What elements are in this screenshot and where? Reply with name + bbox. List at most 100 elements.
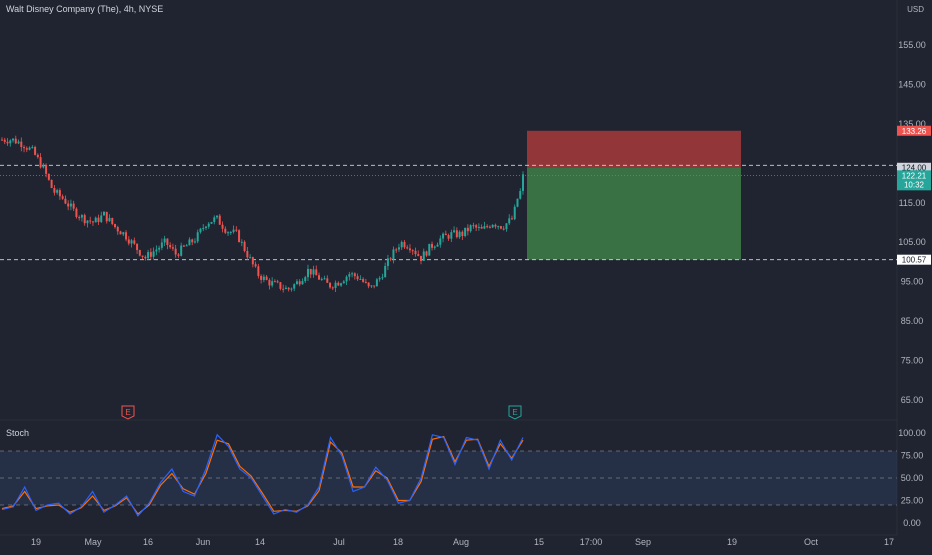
- candle-body: [229, 232, 232, 234]
- candle-body: [12, 138, 15, 141]
- candle-body: [199, 228, 202, 233]
- candle-body: [351, 273, 354, 275]
- candle-body: [329, 282, 332, 288]
- candle-body: [273, 281, 276, 283]
- price-tick-label: 115.00: [899, 198, 926, 208]
- candle-body: [204, 226, 207, 228]
- stop-loss-zone: [527, 130, 741, 168]
- stoch-tick-label: 75.00: [901, 451, 924, 461]
- stoch-tick-label: 25.00: [901, 496, 924, 506]
- time-tick-label: 19: [31, 537, 41, 547]
- candle-body: [301, 281, 304, 285]
- candle-body: [353, 273, 356, 277]
- candle-body: [499, 226, 502, 229]
- stoch-tick-label: 0.00: [903, 518, 921, 528]
- candle-body: [400, 241, 403, 248]
- candle-body: [345, 276, 348, 282]
- candle-body: [53, 187, 56, 193]
- candle-body: [185, 245, 188, 247]
- candle-body: [516, 198, 519, 207]
- candle-body: [469, 225, 472, 232]
- candle-body: [279, 282, 282, 289]
- candle-body: [232, 229, 235, 233]
- candle-body: [86, 220, 89, 224]
- candle-body: [193, 241, 196, 243]
- time-tick-label: 18: [393, 537, 403, 547]
- candle-body: [425, 251, 428, 256]
- candle-body: [155, 249, 158, 252]
- candle-body: [378, 278, 381, 280]
- time-tick-label: Sep: [635, 537, 651, 547]
- candle-body: [39, 157, 42, 168]
- candle-body: [331, 287, 334, 289]
- candle-body: [111, 217, 114, 225]
- candle-body: [442, 233, 445, 239]
- candle-body: [23, 147, 26, 149]
- candle-body: [395, 249, 398, 251]
- candle-body: [119, 231, 122, 235]
- candle-body: [9, 140, 12, 144]
- candle-body: [386, 258, 389, 266]
- candle-body: [519, 190, 522, 199]
- candle-body: [216, 215, 219, 218]
- candle-body: [497, 226, 500, 228]
- earnings-badge: [508, 405, 522, 420]
- stoch-tick-label: 50.00: [901, 473, 924, 483]
- time-tick-label: Jul: [333, 537, 345, 547]
- candle-body: [80, 215, 83, 218]
- candle-body: [342, 281, 345, 284]
- candle-body: [356, 276, 359, 280]
- candle-body: [309, 268, 312, 275]
- candle-body: [240, 241, 243, 243]
- candle-body: [147, 252, 150, 259]
- candle-body: [6, 141, 9, 144]
- candle-body: [202, 227, 205, 229]
- price-tick-label: 155.00: [898, 40, 926, 50]
- candle-body: [475, 225, 478, 228]
- candle-body: [138, 250, 141, 256]
- candle-body: [25, 148, 28, 150]
- candle-body: [513, 206, 516, 220]
- candle-body: [149, 252, 152, 257]
- price-tick-label: 65.00: [901, 395, 924, 405]
- candle-body: [403, 241, 406, 248]
- candle-body: [375, 279, 378, 287]
- candle-body: [293, 284, 296, 289]
- candle-body: [420, 255, 423, 261]
- candle-body: [304, 277, 307, 282]
- candle-body: [141, 255, 144, 257]
- candle-body: [406, 247, 409, 249]
- candle-body: [58, 190, 61, 197]
- time-tick-label: May: [84, 537, 102, 547]
- candle-body: [298, 281, 301, 285]
- candle-body: [290, 288, 293, 290]
- time-tick-label: Oct: [804, 537, 819, 547]
- candle-body: [20, 141, 23, 148]
- candle-body: [78, 217, 81, 219]
- candle-body: [188, 239, 191, 246]
- candle-body: [191, 239, 194, 243]
- candle-body: [364, 281, 367, 283]
- candle-body: [108, 217, 111, 222]
- stoch-k-line: [1, 433, 524, 517]
- earnings-label: E: [512, 408, 517, 417]
- candle-body: [158, 247, 161, 250]
- candle-body: [116, 227, 119, 232]
- candle-body: [428, 243, 431, 256]
- candle-body: [83, 215, 86, 224]
- time-tick-label: 15: [534, 537, 544, 547]
- current-price-tag-bg: [897, 170, 931, 191]
- time-tick-label: 17:00: [580, 537, 603, 547]
- candle-body: [337, 282, 340, 286]
- candle-body: [127, 239, 130, 244]
- candle-body: [455, 230, 458, 238]
- candle-body: [444, 233, 447, 236]
- candle-body: [447, 235, 450, 239]
- take-profit-zone: [527, 167, 741, 260]
- symbol-title: Walt Disney Company (The), 4h, NYSE: [6, 4, 164, 14]
- candle-body: [483, 226, 486, 229]
- price-tick-label: 105.00: [898, 237, 926, 247]
- stop-price-tag-bg: [897, 125, 931, 136]
